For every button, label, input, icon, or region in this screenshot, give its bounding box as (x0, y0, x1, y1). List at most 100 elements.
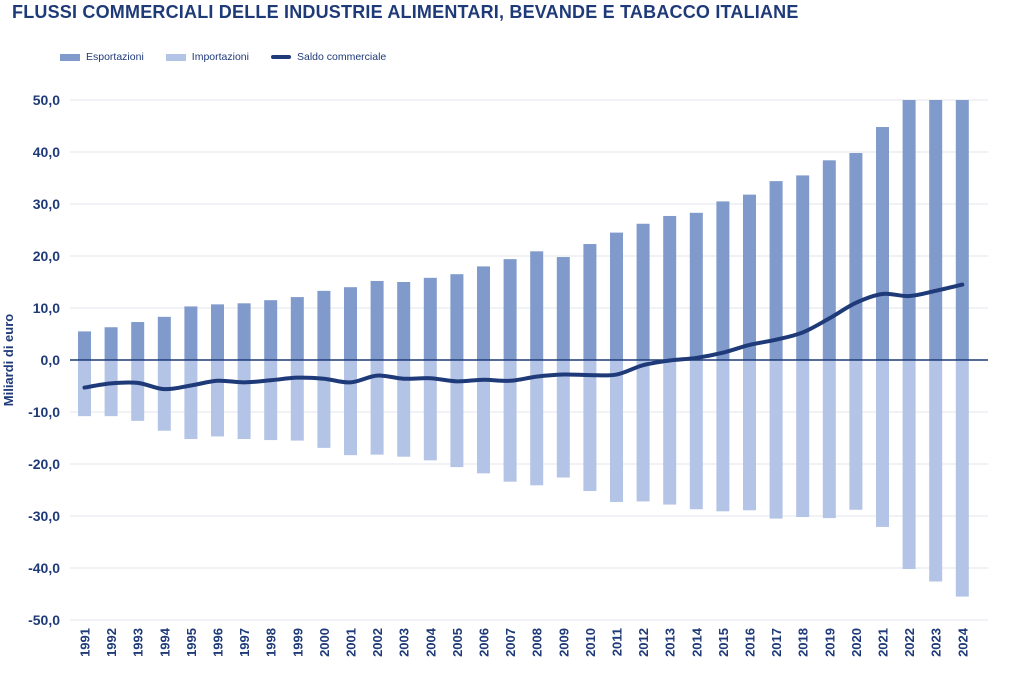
x-tick-label: 2000 (317, 628, 332, 657)
bar-esportazioni-2015 (716, 201, 730, 360)
bar-esportazioni-1991 (78, 331, 91, 360)
x-tick-label: 2016 (743, 628, 758, 657)
bar-esportazioni-2003 (397, 282, 411, 360)
bar-esportazioni-1995 (184, 306, 198, 360)
y-tick-label: -20,0 (28, 456, 60, 472)
bar-esportazioni-2007 (503, 259, 517, 360)
x-tick-label: 2012 (636, 628, 651, 657)
x-tick-label: 2020 (849, 628, 864, 657)
bar-importazioni-2013 (663, 360, 677, 505)
x-tick-label: 1991 (78, 628, 93, 657)
bar-importazioni-1993 (131, 360, 145, 421)
bar-importazioni-2001 (344, 360, 357, 456)
x-tick-label: 2003 (397, 628, 412, 657)
y-tick-label: -30,0 (28, 508, 60, 524)
legend-item-esportazioni: Esportazioni (60, 51, 144, 63)
bar-esportazioni-2009 (556, 257, 570, 360)
bar-esportazioni-1999 (290, 297, 304, 360)
bar-importazioni-1996 (211, 360, 224, 437)
bar-importazioni-2018 (796, 360, 810, 518)
bar-esportazioni-2000 (317, 290, 331, 360)
x-tick-label: 2014 (689, 627, 704, 657)
x-tick-label: 1993 (131, 628, 146, 657)
x-tick-label: 2006 (477, 628, 492, 657)
y-tick-label: -50,0 (28, 612, 60, 628)
bar-importazioni-2012 (636, 360, 650, 502)
bar-importazioni-1995 (184, 360, 198, 440)
bar-importazioni-1997 (237, 360, 251, 440)
bar-importazioni-2006 (477, 360, 490, 474)
bar-esportazioni-2022 (902, 100, 916, 360)
x-tick-label: 2019 (822, 628, 837, 657)
x-tick-label: 2021 (876, 628, 891, 657)
x-tick-label: 2005 (450, 628, 465, 657)
x-tick-label: 2015 (716, 628, 731, 657)
bar-importazioni-2008 (530, 360, 544, 486)
bar-esportazioni-2020 (849, 153, 863, 360)
bar-importazioni-2015 (716, 360, 730, 512)
bar-esportazioni-2021 (876, 127, 889, 360)
y-tick-label: 50,0 (33, 92, 60, 108)
bar-esportazioni-2013 (663, 215, 677, 360)
bar-importazioni-2023 (929, 360, 943, 582)
bar-importazioni-2002 (370, 360, 384, 455)
y-tick-label: 10,0 (33, 300, 60, 316)
bar-esportazioni-2024 (955, 100, 969, 360)
y-tick-label: -40,0 (28, 560, 60, 576)
bar-importazioni-2020 (849, 360, 863, 510)
bar-esportazioni-2005 (450, 274, 464, 360)
bar-importazioni-2017 (769, 360, 783, 519)
bar-esportazioni-1998 (264, 300, 278, 360)
x-tick-label: 1992 (104, 628, 119, 657)
bar-esportazioni-2023 (929, 100, 943, 360)
x-tick-label: 2004 (423, 627, 438, 657)
bar-esportazioni-1997 (237, 303, 251, 360)
x-tick-label: 1997 (237, 628, 252, 657)
bar-esportazioni-2017 (769, 181, 783, 360)
x-tick-label: 2001 (344, 628, 359, 657)
bar-esportazioni-2002 (370, 280, 384, 360)
bar-esportazioni-2004 (423, 277, 437, 360)
legend-swatch-saldo (270, 55, 291, 59)
bar-importazioni-2011 (610, 360, 623, 502)
bar-importazioni-2010 (583, 360, 597, 492)
bar-importazioni-2022 (902, 360, 916, 570)
bar-importazioni-1998 (264, 360, 278, 441)
x-tick-label: 2024 (955, 627, 970, 657)
bar-importazioni-2007 (503, 360, 517, 482)
legend: Esportazioni Importazioni Saldo commerci… (60, 51, 386, 63)
x-tick-label: 1994 (157, 627, 172, 657)
bar-esportazioni-1994 (157, 316, 171, 360)
x-tick-label: 2002 (370, 628, 385, 657)
x-tick-label: 2007 (503, 628, 518, 657)
bar-esportazioni-2019 (822, 160, 836, 360)
bar-esportazioni-2010 (583, 244, 597, 360)
x-tick-label: 2008 (530, 628, 545, 657)
bar-importazioni-2019 (822, 360, 836, 519)
bar-importazioni-2021 (876, 360, 889, 527)
x-tick-label: 2013 (663, 628, 678, 657)
bar-importazioni-2000 (317, 360, 331, 448)
bar-esportazioni-2018 (796, 175, 810, 360)
legend-item-importazioni: Importazioni (165, 51, 249, 63)
x-tick-label: 2011 (610, 628, 625, 656)
bar-importazioni-2005 (450, 360, 464, 468)
bar-esportazioni-2012 (636, 223, 650, 360)
legend-swatch-esportazioni (60, 53, 80, 61)
legend-label-esportazioni: Esportazioni (86, 51, 144, 63)
y-axis-title: Miliardi di euro (1, 314, 16, 407)
bar-importazioni-2004 (423, 360, 437, 461)
x-tick-label: 2010 (583, 628, 598, 657)
x-tick-label: 1995 (184, 628, 199, 657)
bar-importazioni-1992 (104, 360, 118, 417)
y-tick-label: 40,0 (33, 144, 60, 160)
x-tick-label: 1996 (211, 628, 226, 657)
bar-esportazioni-2006 (477, 266, 490, 360)
chart-title: FLUSSI COMMERCIALI DELLE INDUSTRIE ALIME… (12, 2, 799, 22)
x-tick-label: 2023 (929, 628, 944, 657)
bar-esportazioni-2014 (689, 212, 703, 360)
bar-importazioni-2024 (955, 360, 969, 597)
x-tick-label: 2009 (556, 628, 571, 657)
legend-swatch-importazioni (165, 53, 186, 61)
